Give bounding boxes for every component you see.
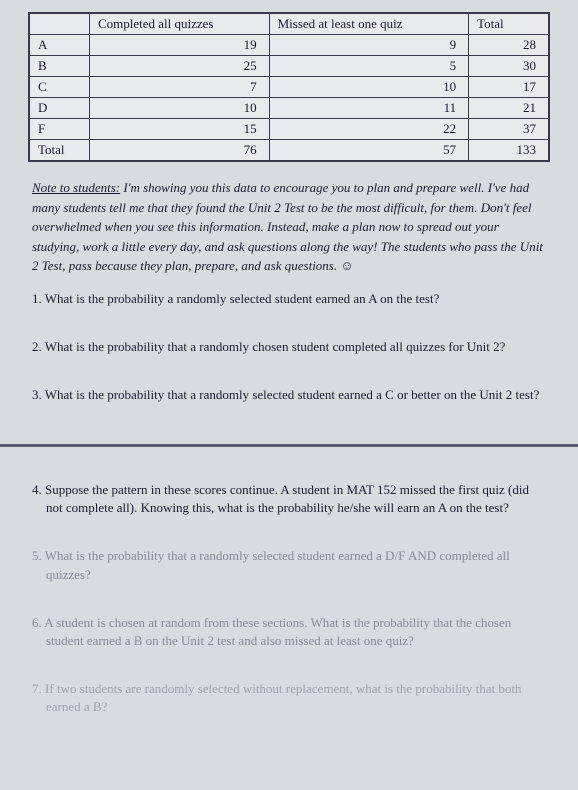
cell: 5 xyxy=(269,56,469,77)
table-row: C 7 10 17 xyxy=(30,77,549,98)
cell: 10 xyxy=(89,98,269,119)
cell: 7 xyxy=(89,77,269,98)
note-label: Note to students: xyxy=(32,180,120,195)
question-2: 2. What is the probability that a random… xyxy=(28,338,550,356)
row-label: B xyxy=(30,56,90,77)
header-missed: Missed at least one quiz xyxy=(269,14,469,35)
cell: 21 xyxy=(469,98,549,119)
cell: 17 xyxy=(469,77,549,98)
cell: 15 xyxy=(89,119,269,140)
table-row: F 15 22 37 xyxy=(30,119,549,140)
cell: 76 xyxy=(89,140,269,161)
table-row: Total 76 57 133 xyxy=(30,140,549,161)
table-header-row: Completed all quizzes Missed at least on… xyxy=(30,14,549,35)
table-row: D 10 11 21 xyxy=(30,98,549,119)
row-label: A xyxy=(30,35,90,56)
cell: 9 xyxy=(269,35,469,56)
data-table: Completed all quizzes Missed at least on… xyxy=(29,13,549,161)
table-row: A 19 9 28 xyxy=(30,35,549,56)
cell: 28 xyxy=(469,35,549,56)
cell: 11 xyxy=(269,98,469,119)
question-6: 6. A student is chosen at random from th… xyxy=(28,614,550,650)
row-label: F xyxy=(30,119,90,140)
cell: 22 xyxy=(269,119,469,140)
cell: 25 xyxy=(89,56,269,77)
header-blank xyxy=(30,14,90,35)
cell: 133 xyxy=(469,140,549,161)
cell: 10 xyxy=(269,77,469,98)
page-divider xyxy=(0,444,578,447)
note-to-students: Note to students: I'm showing you this d… xyxy=(28,178,550,276)
cell: 30 xyxy=(469,56,549,77)
question-7: 7. If two students are randomly selected… xyxy=(28,680,550,716)
header-total: Total xyxy=(469,14,549,35)
row-label: D xyxy=(30,98,90,119)
cell: 37 xyxy=(469,119,549,140)
question-3: 3. What is the probability that a random… xyxy=(28,386,550,404)
table-row: B 25 5 30 xyxy=(30,56,549,77)
row-label: Total xyxy=(30,140,90,161)
question-1: 1. What is the probability a randomly se… xyxy=(28,290,550,308)
question-4: 4. Suppose the pattern in these scores c… xyxy=(28,481,550,517)
grade-table: Completed all quizzes Missed at least on… xyxy=(28,12,550,162)
cell: 57 xyxy=(269,140,469,161)
question-5: 5. What is the probability that a random… xyxy=(28,547,550,583)
cell: 19 xyxy=(89,35,269,56)
header-completed: Completed all quizzes xyxy=(89,14,269,35)
row-label: C xyxy=(30,77,90,98)
